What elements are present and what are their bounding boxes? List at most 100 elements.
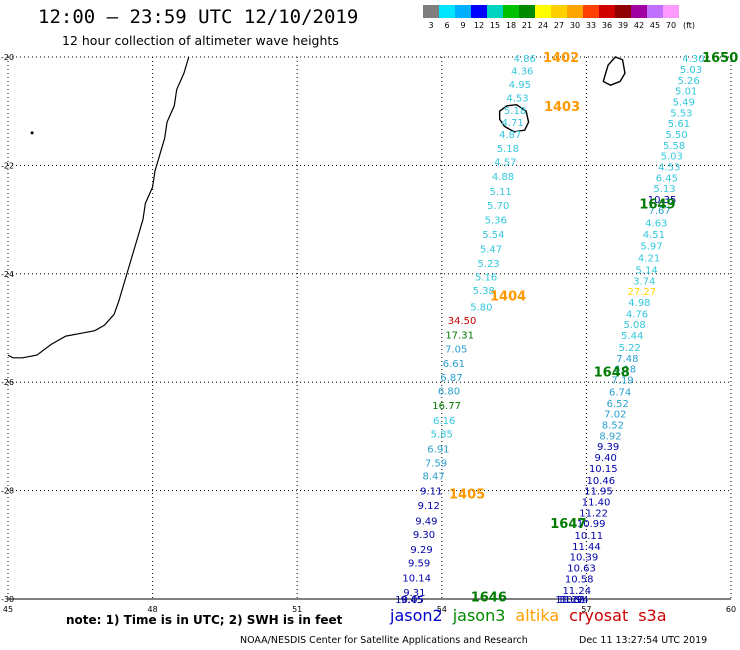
- east-track-wave-height: 10.11: [574, 531, 603, 542]
- east-track-wave-height: 7.67: [649, 206, 671, 217]
- east-track-wave-height: 6.74: [609, 387, 631, 398]
- scale-cell: 70: [663, 5, 679, 31]
- west-track-wave-height: 5.85: [431, 430, 453, 441]
- scale-cell: 12: [471, 5, 487, 31]
- note-text: note: 1) Time is in UTC; 2) SWH is in fe…: [66, 613, 343, 627]
- scale-swatch: [519, 5, 535, 18]
- east-track-wave-height: 4.51: [643, 230, 665, 241]
- east-track-wave-height: 4.98: [628, 298, 650, 309]
- east-track-wave-height: 3.74: [633, 276, 655, 287]
- east-track-wave-height: 4.63: [645, 218, 667, 229]
- scale-cell: 24: [535, 5, 551, 31]
- scale-cell: 3: [423, 5, 439, 31]
- scale-label: 39: [617, 21, 629, 30]
- scale-swatch: [455, 5, 471, 18]
- west-track-wave-height: 5.38: [473, 286, 495, 297]
- east-track-wave-height: 10.94: [560, 595, 589, 606]
- east-track-wave-height: 5.53: [670, 108, 692, 119]
- east-track-wave-height: 5.44: [621, 331, 643, 342]
- scale-swatch: [583, 5, 599, 18]
- west-track-wave-height: 4.71: [502, 118, 524, 129]
- scale-swatch: [471, 5, 487, 18]
- scale-label: 6: [444, 21, 450, 30]
- page-title: 12:00 — 23:59 UTC 12/10/2019: [38, 6, 359, 28]
- east-track-wave-height: 5.50: [665, 130, 687, 141]
- east-track-wave-height: 11.22: [555, 595, 584, 606]
- scale-label: 18: [505, 21, 517, 30]
- west-track-wave-height: 9.49: [415, 516, 437, 527]
- satellite-legend: jason2 jason3 altika cryosat s3a: [390, 606, 667, 625]
- west-track-wave-height: 6.16: [433, 416, 455, 427]
- lat-tick-label: -28: [1, 487, 14, 496]
- mauritius-island: [602, 56, 626, 86]
- east-track-wave-height: 5.26: [677, 76, 699, 87]
- west-track-wave-height: 6.80: [438, 386, 460, 397]
- east-track-wave-height: 7.02: [604, 410, 626, 421]
- east-track-wave-height: 10.15: [589, 464, 618, 475]
- scale-label: 15: [489, 21, 501, 30]
- scale-label: 9: [460, 21, 466, 30]
- west-track-wave-height: 6.61: [443, 359, 465, 370]
- east-track-wave-height: 5.22: [619, 343, 641, 354]
- east-track-wave-height: 4.30: [682, 54, 704, 65]
- east-track-wave-height: 5.01: [675, 87, 697, 98]
- east-track-wave-height: 10.58: [565, 574, 594, 585]
- scale-label: 42: [633, 21, 645, 30]
- lat-tick-label: -22: [1, 161, 14, 170]
- east-track-wave-height: 10.99: [577, 519, 606, 530]
- satellite-s3a: s3a: [638, 606, 667, 625]
- scale-label: 27: [553, 21, 565, 30]
- scale-label: 3: [428, 21, 434, 30]
- west-track-wave-height: 9.12: [418, 501, 440, 512]
- east-track-wave-height: 9.40: [595, 453, 617, 464]
- east-track-wave-height: 7.48: [616, 354, 638, 365]
- altimeter-tracks: 4.864.364.954.535.184.714.875.184.574.88…: [395, 54, 704, 606]
- scale-cell: 27: [551, 5, 567, 31]
- east-track-wave-height: 11.40: [582, 497, 611, 508]
- west-track-wave-height: 10.14: [402, 573, 431, 584]
- east-track-wave-height: 5.49: [673, 97, 695, 108]
- east-track-wave-height: 4.21: [638, 254, 660, 265]
- scale-swatch: [631, 5, 647, 18]
- scale-cell: 39: [615, 5, 631, 31]
- east-track-wave-height: 11.44: [572, 542, 601, 553]
- satellite-jason2: jason2: [390, 606, 443, 625]
- west-track-wave-height: 5.23: [477, 259, 499, 270]
- west-track-wave-height: 6.91: [427, 444, 449, 455]
- west-track-wave-height: 4.88: [492, 172, 514, 183]
- scale-unit: (ft): [682, 21, 696, 30]
- west-track-wave-height: 8.47: [422, 471, 444, 482]
- east-track-wave-height: 11.01: [558, 595, 587, 606]
- east-track-wave-height: 8.92: [599, 431, 621, 442]
- scale-cell: 36: [599, 5, 615, 31]
- scale-label: 36: [601, 21, 613, 30]
- scale-swatch: [423, 5, 439, 18]
- west-track-wave-height: 9.29: [410, 545, 432, 556]
- west-track-wave-height: 7.59: [425, 458, 447, 469]
- scale-cell: 9: [455, 5, 471, 31]
- pass-label: 1649: [639, 197, 675, 212]
- land-layer: [7, 56, 626, 359]
- east-track-wave-height: 6.52: [607, 399, 629, 410]
- pass-label: 1404: [490, 289, 526, 304]
- color-scale-legend: 3 6 9 12 15 18 21 24 27 30 33 36 39 42 45 70 (ft): [423, 5, 699, 31]
- lon-tick-label: 54: [437, 605, 447, 614]
- east-track-wave-height: 6.45: [656, 173, 678, 184]
- scale-swatch: [647, 5, 663, 18]
- west-track-wave-height: 5.16: [475, 273, 497, 284]
- scale-cell: 30: [567, 5, 583, 31]
- west-track-wave-height: 4.86: [514, 54, 536, 65]
- west-track-wave-height: 9.45: [401, 595, 423, 606]
- west-track-wave-height: 5.47: [480, 244, 502, 255]
- lat-tick-label: -26: [1, 378, 14, 387]
- east-track-wave-height: 5.14: [636, 265, 658, 276]
- east-track-wave-height: 27.27: [628, 287, 657, 298]
- east-track-wave-height: 5.58: [663, 141, 685, 152]
- west-track-wave-height: 4.57: [494, 158, 516, 169]
- west-track-wave-height: 4.95: [509, 80, 531, 91]
- lon-tick-label: 45: [3, 605, 13, 614]
- scale-swatch: [567, 5, 583, 18]
- west-track-wave-height: 4.36: [511, 67, 533, 78]
- scale-label: 21: [521, 21, 533, 30]
